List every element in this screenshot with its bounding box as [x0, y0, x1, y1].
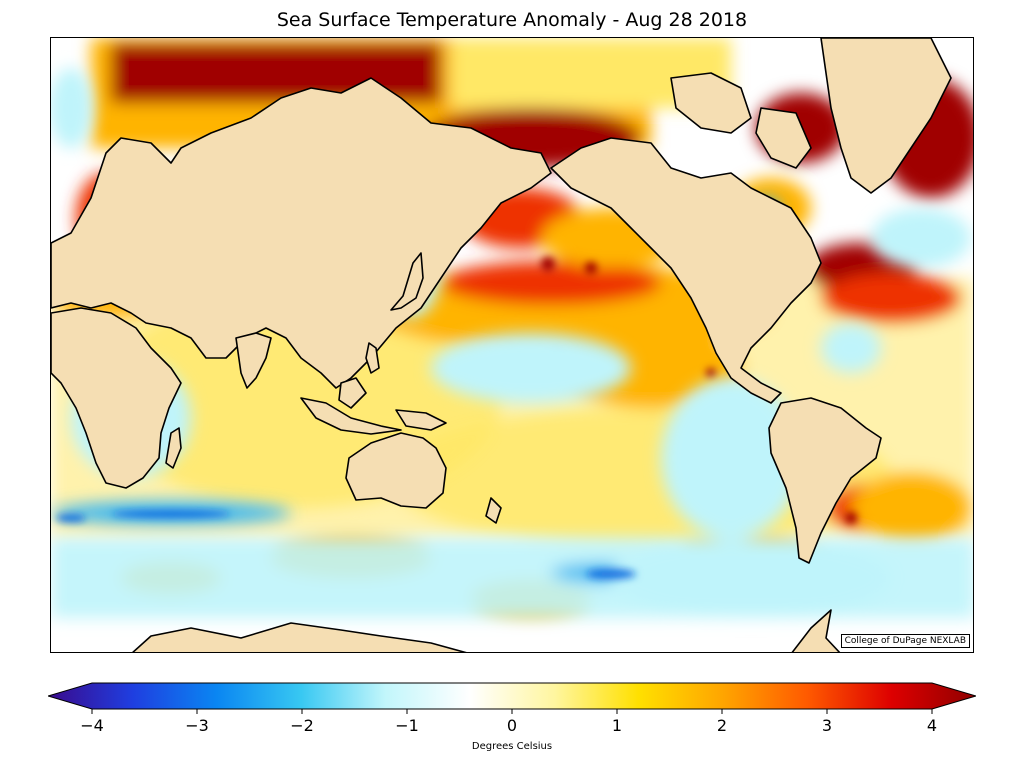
- sst-anomaly-map: College of DuPage NEXLAB: [50, 37, 974, 653]
- colorbar-body: [48, 682, 976, 710]
- japan: [390, 252, 424, 311]
- eurasia-landmass: [51, 77, 552, 389]
- madagascar: [165, 427, 182, 469]
- land: [51, 38, 952, 652]
- map-canvas: [51, 38, 973, 652]
- cool-spots: [56, 510, 636, 579]
- africa-landmass: [51, 307, 182, 489]
- south-america-landmass: [768, 397, 882, 564]
- colorbar-tick-label: 0: [506, 716, 518, 735]
- colorbar-tick-label: −3: [185, 716, 209, 735]
- antarctica: [132, 622, 467, 652]
- colorbar: [48, 682, 976, 714]
- colorbar-tick-label: 1: [611, 716, 623, 735]
- colorbar-tick-label: −2: [290, 716, 314, 735]
- philippines: [365, 342, 380, 374]
- baffin-island: [755, 107, 812, 169]
- colorbar-tick-label: 3: [821, 716, 833, 735]
- colorbar-tick-label: −4: [80, 716, 104, 735]
- colorbar-tick-label: 4: [926, 716, 938, 735]
- india: [235, 332, 272, 389]
- chart-title: Sea Surface Temperature Anomaly - Aug 28…: [276, 9, 748, 31]
- anomaly-field: [51, 38, 973, 652]
- colorbar-label: Degrees Celsius: [471, 741, 553, 752]
- colorbar-ticks: [91, 709, 933, 714]
- borneo: [338, 377, 367, 409]
- new-zealand: [485, 497, 502, 524]
- north-america-landmass: [550, 137, 822, 404]
- new-guinea: [395, 409, 447, 431]
- greenland: [820, 38, 952, 194]
- colorbar-tick-label: 2: [716, 716, 728, 735]
- colorbar-tick-label: −1: [395, 716, 419, 735]
- antarctic-peninsula: [791, 609, 841, 652]
- credit-label: College of DuPage NEXLAB: [840, 634, 970, 648]
- arctic-islands: [670, 72, 752, 134]
- cool-anomalies: [51, 68, 973, 618]
- indonesia: [300, 397, 402, 435]
- australia: [345, 432, 447, 509]
